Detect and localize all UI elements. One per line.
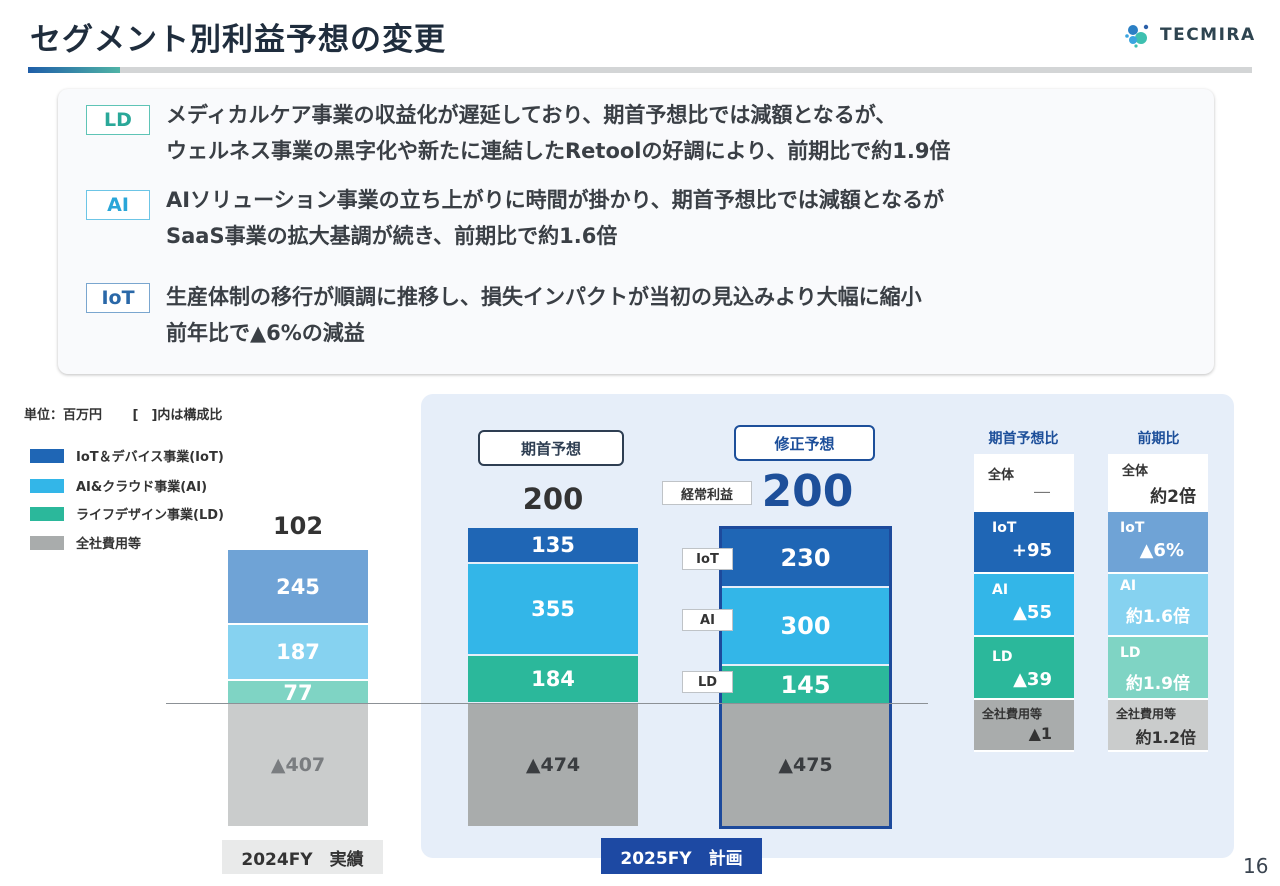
vs-initial-corp: 全社費用等 ▲1 bbox=[974, 700, 1074, 752]
title-divider bbox=[28, 67, 1252, 73]
vs-prior-corp: 全社費用等 約1.2倍 bbox=[1108, 700, 1208, 752]
legend-label-ai: AI&クラウド事業(AI) bbox=[76, 480, 208, 495]
tecmira-logo-icon bbox=[1125, 24, 1149, 48]
summary-iot-line-1: 生産体制の移行が順調に推移し、損失インパクトが当初の見込みより大幅に縮小 bbox=[166, 285, 922, 309]
title-divider-accent bbox=[28, 67, 120, 73]
initial-total: 200 bbox=[522, 482, 584, 516]
legend-item-iot: IoT＆デバイス事業(IoT) bbox=[30, 446, 224, 465]
tag-iot: IoT bbox=[86, 283, 150, 313]
vs-initial-ai-value: ▲55 bbox=[1013, 602, 1052, 623]
vs-prior-overall: 全体 約2倍 bbox=[1108, 454, 1208, 512]
vs-prior-ai-value: 約1.6倍 bbox=[1125, 607, 1190, 627]
vs-prior-ld: LD 約1.9倍 bbox=[1108, 637, 1208, 700]
page-number: 16 bbox=[1243, 854, 1269, 878]
vs-initial-ld-value: ▲39 bbox=[1013, 669, 1052, 690]
tag-ai: AI bbox=[86, 190, 150, 220]
summary-ai-text: AIソリューション事業の立ち上がりに時間が掛かり、期首予想比では減額となるが S… bbox=[166, 182, 944, 254]
fy2024-iot-segment: 245 bbox=[228, 550, 368, 623]
vs-initial-corp-value: ▲1 bbox=[1028, 724, 1052, 743]
fy2024-ai-segment: 187 bbox=[228, 625, 368, 679]
vs-initial-overall-label: 全体 bbox=[988, 468, 1015, 483]
legend-label-iot: IoT＆デバイス事業(IoT) bbox=[76, 450, 224, 465]
vs-initial-iot: IoT +95 bbox=[974, 512, 1074, 574]
logo-text: TECMIRA bbox=[1160, 25, 1256, 45]
legend-item-ld: ライフデザイン事業(LD) bbox=[30, 504, 224, 523]
zero-baseline bbox=[166, 703, 928, 704]
vs-initial-ai-label: AI bbox=[992, 582, 1009, 598]
legend-label-ld: ライフデザイン事業(LD) bbox=[76, 508, 224, 523]
revised-corp-segment: ▲475 bbox=[722, 704, 889, 826]
revised-ld-segment: 145 bbox=[722, 666, 889, 703]
vs-prior-overall-label: 全体 bbox=[1122, 464, 1149, 479]
vs-prior-corp-label: 全社費用等 bbox=[1116, 707, 1177, 721]
revised-ai-segment: 300 bbox=[722, 588, 889, 664]
revised-ld-tag: LD bbox=[682, 671, 733, 693]
unit-note: 単位：百万円 [ ]内は構成比 bbox=[24, 408, 223, 423]
legend-swatch-iot bbox=[30, 448, 64, 463]
legend-swatch-ld bbox=[30, 506, 64, 521]
fy2024-label: 2024FY 実績 bbox=[222, 840, 383, 874]
vs-prior-ai: AI 約1.6倍 bbox=[1108, 574, 1208, 637]
initial-forecast-header: 期首予想 bbox=[478, 430, 624, 466]
initial-corp-segment: ▲474 bbox=[468, 704, 638, 826]
vs-prior-iot-value: ▲6% bbox=[1139, 540, 1184, 561]
initial-ld-segment: 184 bbox=[468, 656, 638, 702]
vs-initial-ai: AI ▲55 bbox=[974, 574, 1074, 637]
vs-prior-iot: IoT ▲6% bbox=[1108, 512, 1208, 574]
vs-initial-iot-value: +95 bbox=[1011, 540, 1052, 561]
vs-prior-iot-label: IoT bbox=[1120, 520, 1145, 536]
summary-iot-text: 生産体制の移行が順調に推移し、損失インパクトが当初の見込みより大幅に縮小 前年比… bbox=[166, 279, 922, 351]
vs-prior-ai-label: AI bbox=[1120, 578, 1137, 594]
legend-label-corp: 全社費用等 bbox=[76, 537, 142, 552]
legend-swatch-ai bbox=[30, 478, 64, 493]
summary-ld-line-1: メディカルケア事業の収益化が遅延しており、期首予想比では減額となるが、 bbox=[166, 103, 897, 127]
fy2024-total: 102 bbox=[272, 512, 324, 540]
legend-item-ai: AI&クラウド事業(AI) bbox=[30, 476, 207, 495]
vs-prior-overall-value: 約2倍 bbox=[1150, 487, 1196, 507]
summary-ld-line-2: ウェルネス事業の黒字化や新たに連結したRetoolの好調により、前期比で約1.9… bbox=[166, 139, 951, 163]
initial-ai-segment: 355 bbox=[468, 564, 638, 654]
vs-initial-corp-label: 全社費用等 bbox=[982, 707, 1043, 721]
summary-ld-text: メディカルケア事業の収益化が遅延しており、期首予想比では減額となるが、 ウェルネ… bbox=[166, 97, 950, 169]
vs-initial-header: 期首予想比 bbox=[988, 431, 1059, 447]
vs-prior-corp-value: 約1.2倍 bbox=[1135, 728, 1196, 747]
vs-prior-ld-value: 約1.9倍 bbox=[1125, 674, 1190, 694]
fy2024-ld-segment: 77 bbox=[228, 681, 368, 703]
vs-initial-overall: 全体 ― bbox=[974, 454, 1074, 512]
revised-iot-segment: 230 bbox=[722, 529, 889, 586]
vs-initial-iot-label: IoT bbox=[992, 520, 1017, 536]
vs-prior-header: 前期比 bbox=[1137, 431, 1180, 447]
legend-item-corp: 全社費用等 bbox=[30, 533, 141, 552]
revised-ai-tag: AI bbox=[682, 609, 733, 631]
revised-forecast-header: 修正予想 bbox=[734, 425, 875, 461]
vs-initial-ld: LD ▲39 bbox=[974, 637, 1074, 700]
summary-ai-line-1: AIソリューション事業の立ち上がりに時間が掛かり、期首予想比では減額となるが bbox=[166, 188, 945, 212]
vs-initial-ld-label: LD bbox=[992, 649, 1013, 665]
revised-total: 200 bbox=[761, 466, 854, 517]
summary-ai-line-2: SaaS事業の拡大基調が続き、前期比で約1.6倍 bbox=[166, 224, 618, 248]
vs-initial-overall-value: ― bbox=[1034, 482, 1050, 501]
fy2024-corp-segment: ▲407 bbox=[228, 704, 368, 826]
initial-iot-segment: 135 bbox=[468, 528, 638, 562]
ordinary-profit-label: 経常利益 bbox=[662, 481, 752, 505]
fy2025-label: 2025FY 計画 bbox=[601, 838, 762, 874]
summary-box: LD メディカルケア事業の収益化が遅延しており、期首予想比では減額となるが、 ウ… bbox=[58, 89, 1214, 374]
page-title: セグメント別利益予想の変更 bbox=[30, 22, 446, 58]
tag-ld: LD bbox=[86, 105, 150, 135]
vs-prior-ld-label: LD bbox=[1120, 645, 1141, 661]
summary-iot-line-2: 前年比で▲6%の減益 bbox=[166, 321, 365, 345]
company-logo: TECMIRA bbox=[1124, 22, 1256, 48]
revised-iot-tag: IoT bbox=[682, 548, 733, 570]
legend-swatch-corp bbox=[30, 535, 64, 550]
